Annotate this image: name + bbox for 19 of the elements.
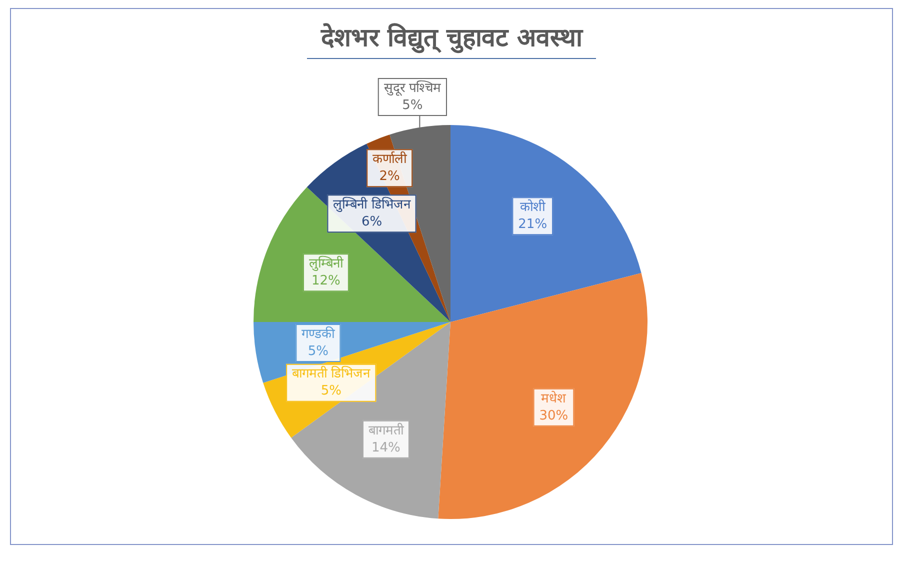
- data-label: 2%: [379, 169, 400, 184]
- chart-title: देशभर विद्युत् चुहावट अवस्था: [306, 23, 596, 59]
- slice-label: कर्णाली: [372, 151, 408, 168]
- slice-label: बागमती: [368, 422, 404, 438]
- data-label: 6%: [361, 214, 382, 230]
- slice-label: सुदूर पश्चिम: [384, 80, 441, 96]
- data-label: 21%: [518, 217, 548, 232]
- data-label: 5%: [402, 98, 423, 113]
- slice-label: लुम्बिनी डिभिजन: [333, 196, 412, 212]
- data-label: 14%: [372, 440, 400, 456]
- slice-label: लुम्बिनी: [308, 256, 344, 272]
- slice-label: मधेश: [541, 390, 568, 406]
- data-label: 5%: [320, 384, 342, 399]
- data-label: 30%: [539, 408, 568, 424]
- data-label: 5%: [308, 344, 328, 359]
- data-label: 12%: [311, 274, 340, 289]
- slice-label: कोशी: [520, 199, 546, 216]
- slice-label: बागमती डिभिजन: [292, 366, 372, 382]
- slice-label: गण्डकी: [302, 326, 336, 342]
